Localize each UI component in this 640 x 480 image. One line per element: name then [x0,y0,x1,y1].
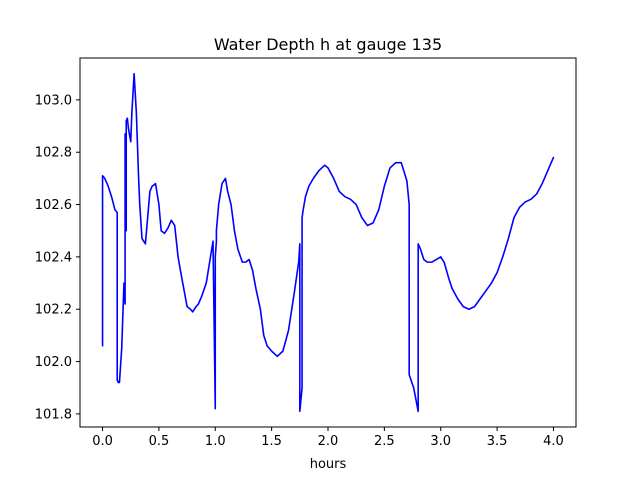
x-tick-label: 3.5 [487,434,508,449]
y-tick-label: 102.0 [35,355,72,370]
x-axis: 0.0 0.5 1.0 1.5 2.0 2.5 3.0 3.5 4.0 [92,427,564,449]
series-layer [101,72,555,413]
x-tick-label: 3.0 [430,434,451,449]
y-tick-label: 102.8 [35,146,72,161]
x-tick-label: 2.5 [374,434,395,449]
x-axis-label: hours [310,457,347,472]
y-axis: 101.8 102.0 102.2 102.4 102.6 102.8 103.0 [35,93,80,422]
y-tick-label: 102.6 [35,198,72,213]
series-line [101,72,555,413]
x-tick-label: 1.5 [261,434,282,449]
x-tick-label: 2.0 [318,434,339,449]
x-tick-label: 0.5 [149,434,170,449]
y-tick-label: 102.2 [35,303,72,318]
y-tick-label: 101.8 [35,407,72,422]
x-tick-label: 4.0 [543,434,564,449]
chart-title: Water Depth h at gauge 135 [214,35,442,54]
y-tick-label: 102.4 [35,250,72,265]
x-tick-label: 0.0 [92,434,113,449]
plot-background [80,58,576,427]
y-tick-label: 103.0 [35,93,72,108]
x-tick-label: 1.0 [205,434,226,449]
